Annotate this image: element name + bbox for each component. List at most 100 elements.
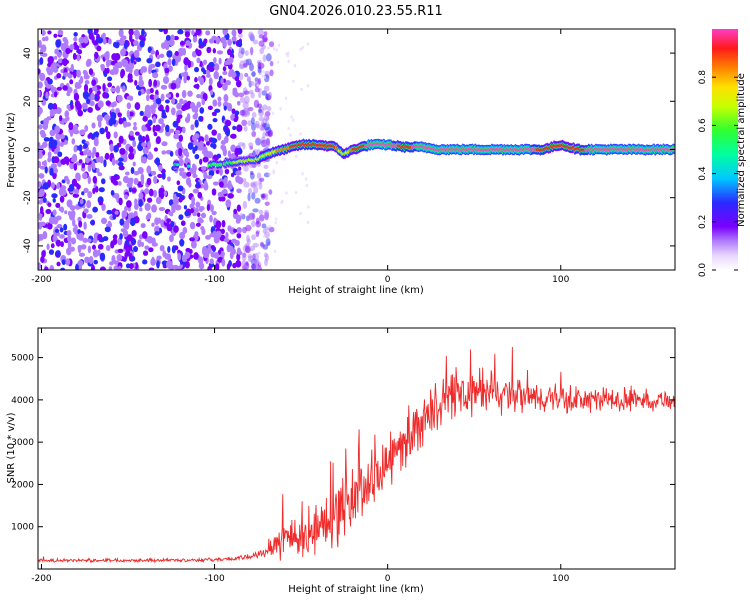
noise-cell [177, 29, 184, 35]
spectrogram-y-ticks: 40 20 0 -20 -40 [23, 47, 675, 253]
noise-cell [265, 238, 271, 246]
noise-cell [117, 112, 122, 118]
noise-cell [126, 200, 132, 208]
noise-cell [154, 94, 159, 99]
noise-cell [250, 263, 256, 270]
noise-cell [145, 123, 151, 128]
y-tick-label: -20 [23, 190, 33, 205]
noise-cell [183, 74, 187, 84]
noise-cell [177, 185, 184, 192]
noise-cell [191, 163, 196, 170]
noise-cell [56, 73, 62, 79]
noise-cell [128, 177, 134, 182]
noise-cell [127, 212, 133, 220]
noise-cell [152, 189, 158, 198]
noise-cell [142, 259, 148, 265]
noise-cell [175, 77, 182, 86]
noise-cell [199, 158, 203, 165]
noise-cell [213, 63, 220, 71]
noise-cell [275, 161, 279, 165]
noise-cell [164, 67, 170, 74]
noise-cell [216, 50, 224, 55]
noise-cell [39, 57, 44, 65]
noise-cell [174, 50, 179, 57]
spectrogram-panel: -200 -100 0 100 40 20 0 -20 -40 Height of strai… [6, 28, 676, 296]
noise-cell [73, 36, 78, 42]
noise-cell [159, 245, 165, 252]
noise-cell [249, 245, 256, 251]
noise-cell [137, 168, 143, 173]
noise-cell [103, 159, 107, 168]
noise-cell [223, 237, 230, 243]
noise-cell [59, 234, 65, 239]
noise-cell [228, 245, 234, 252]
noise-cell [223, 93, 229, 103]
noise-cell [203, 38, 208, 44]
noise-cell [206, 174, 213, 180]
noise-cell [190, 124, 195, 131]
noise-cell [149, 87, 154, 94]
noise-cell [160, 93, 165, 102]
noise-cell [212, 181, 219, 186]
noise-cell [104, 52, 110, 61]
noise-cell [94, 95, 99, 100]
noise-cell [242, 142, 246, 150]
noise-cell [77, 228, 81, 235]
noise-cell [93, 138, 99, 147]
noise-cell [49, 265, 55, 270]
noise-cell [54, 125, 61, 134]
noise-cell [230, 133, 237, 139]
noise-cell [48, 249, 55, 255]
noise-cell [149, 63, 156, 69]
noise-cell [161, 150, 167, 155]
noise-cell [132, 139, 137, 148]
noise-cell [211, 210, 217, 216]
noise-cell [101, 178, 106, 185]
noise-cell [252, 208, 259, 213]
noise-cell [58, 188, 65, 197]
noise-cell [97, 172, 103, 177]
noise-cell [74, 81, 80, 90]
noise-cell [70, 210, 76, 218]
noise-cell [235, 260, 242, 268]
noise-cell [146, 197, 153, 203]
noise-cell [127, 72, 133, 81]
noise-cell [202, 59, 207, 65]
noise-cell [222, 70, 228, 76]
noise-cell [68, 122, 74, 131]
noise-cell [169, 234, 174, 243]
noise-cell [162, 250, 167, 258]
noise-cell [201, 98, 206, 106]
spectrogram-y-label: Frequency (Hz) [6, 112, 17, 188]
noise-cell [156, 255, 162, 260]
noise-cell [265, 53, 272, 62]
noise-cell [43, 137, 50, 142]
noise-cell [304, 177, 308, 181]
noise-cell [73, 163, 78, 171]
noise-cell [151, 204, 157, 213]
noise-cell [238, 47, 244, 54]
noise-cell [38, 213, 43, 218]
noise-cell [117, 181, 122, 186]
ridge-cell [215, 163, 220, 167]
noise-cell [49, 167, 54, 176]
noise-cell [64, 110, 70, 118]
noise-cell [183, 205, 188, 210]
noise-cell [257, 29, 264, 36]
noise-cell [155, 97, 162, 105]
noise-cell [281, 156, 284, 160]
noise-cell [215, 230, 222, 238]
noise-cell [210, 244, 215, 250]
noise-cell [125, 263, 131, 269]
noise-cell [236, 253, 241, 261]
noise-cell [102, 92, 108, 99]
noise-cell [262, 131, 266, 139]
noise-cell [144, 203, 151, 212]
noise-cell [242, 178, 247, 183]
noise-cell [133, 40, 139, 46]
noise-cell [181, 90, 187, 99]
noise-cell [39, 129, 46, 136]
noise-cell [194, 153, 200, 160]
noise-cell [133, 245, 139, 253]
noise-cell [209, 89, 214, 96]
